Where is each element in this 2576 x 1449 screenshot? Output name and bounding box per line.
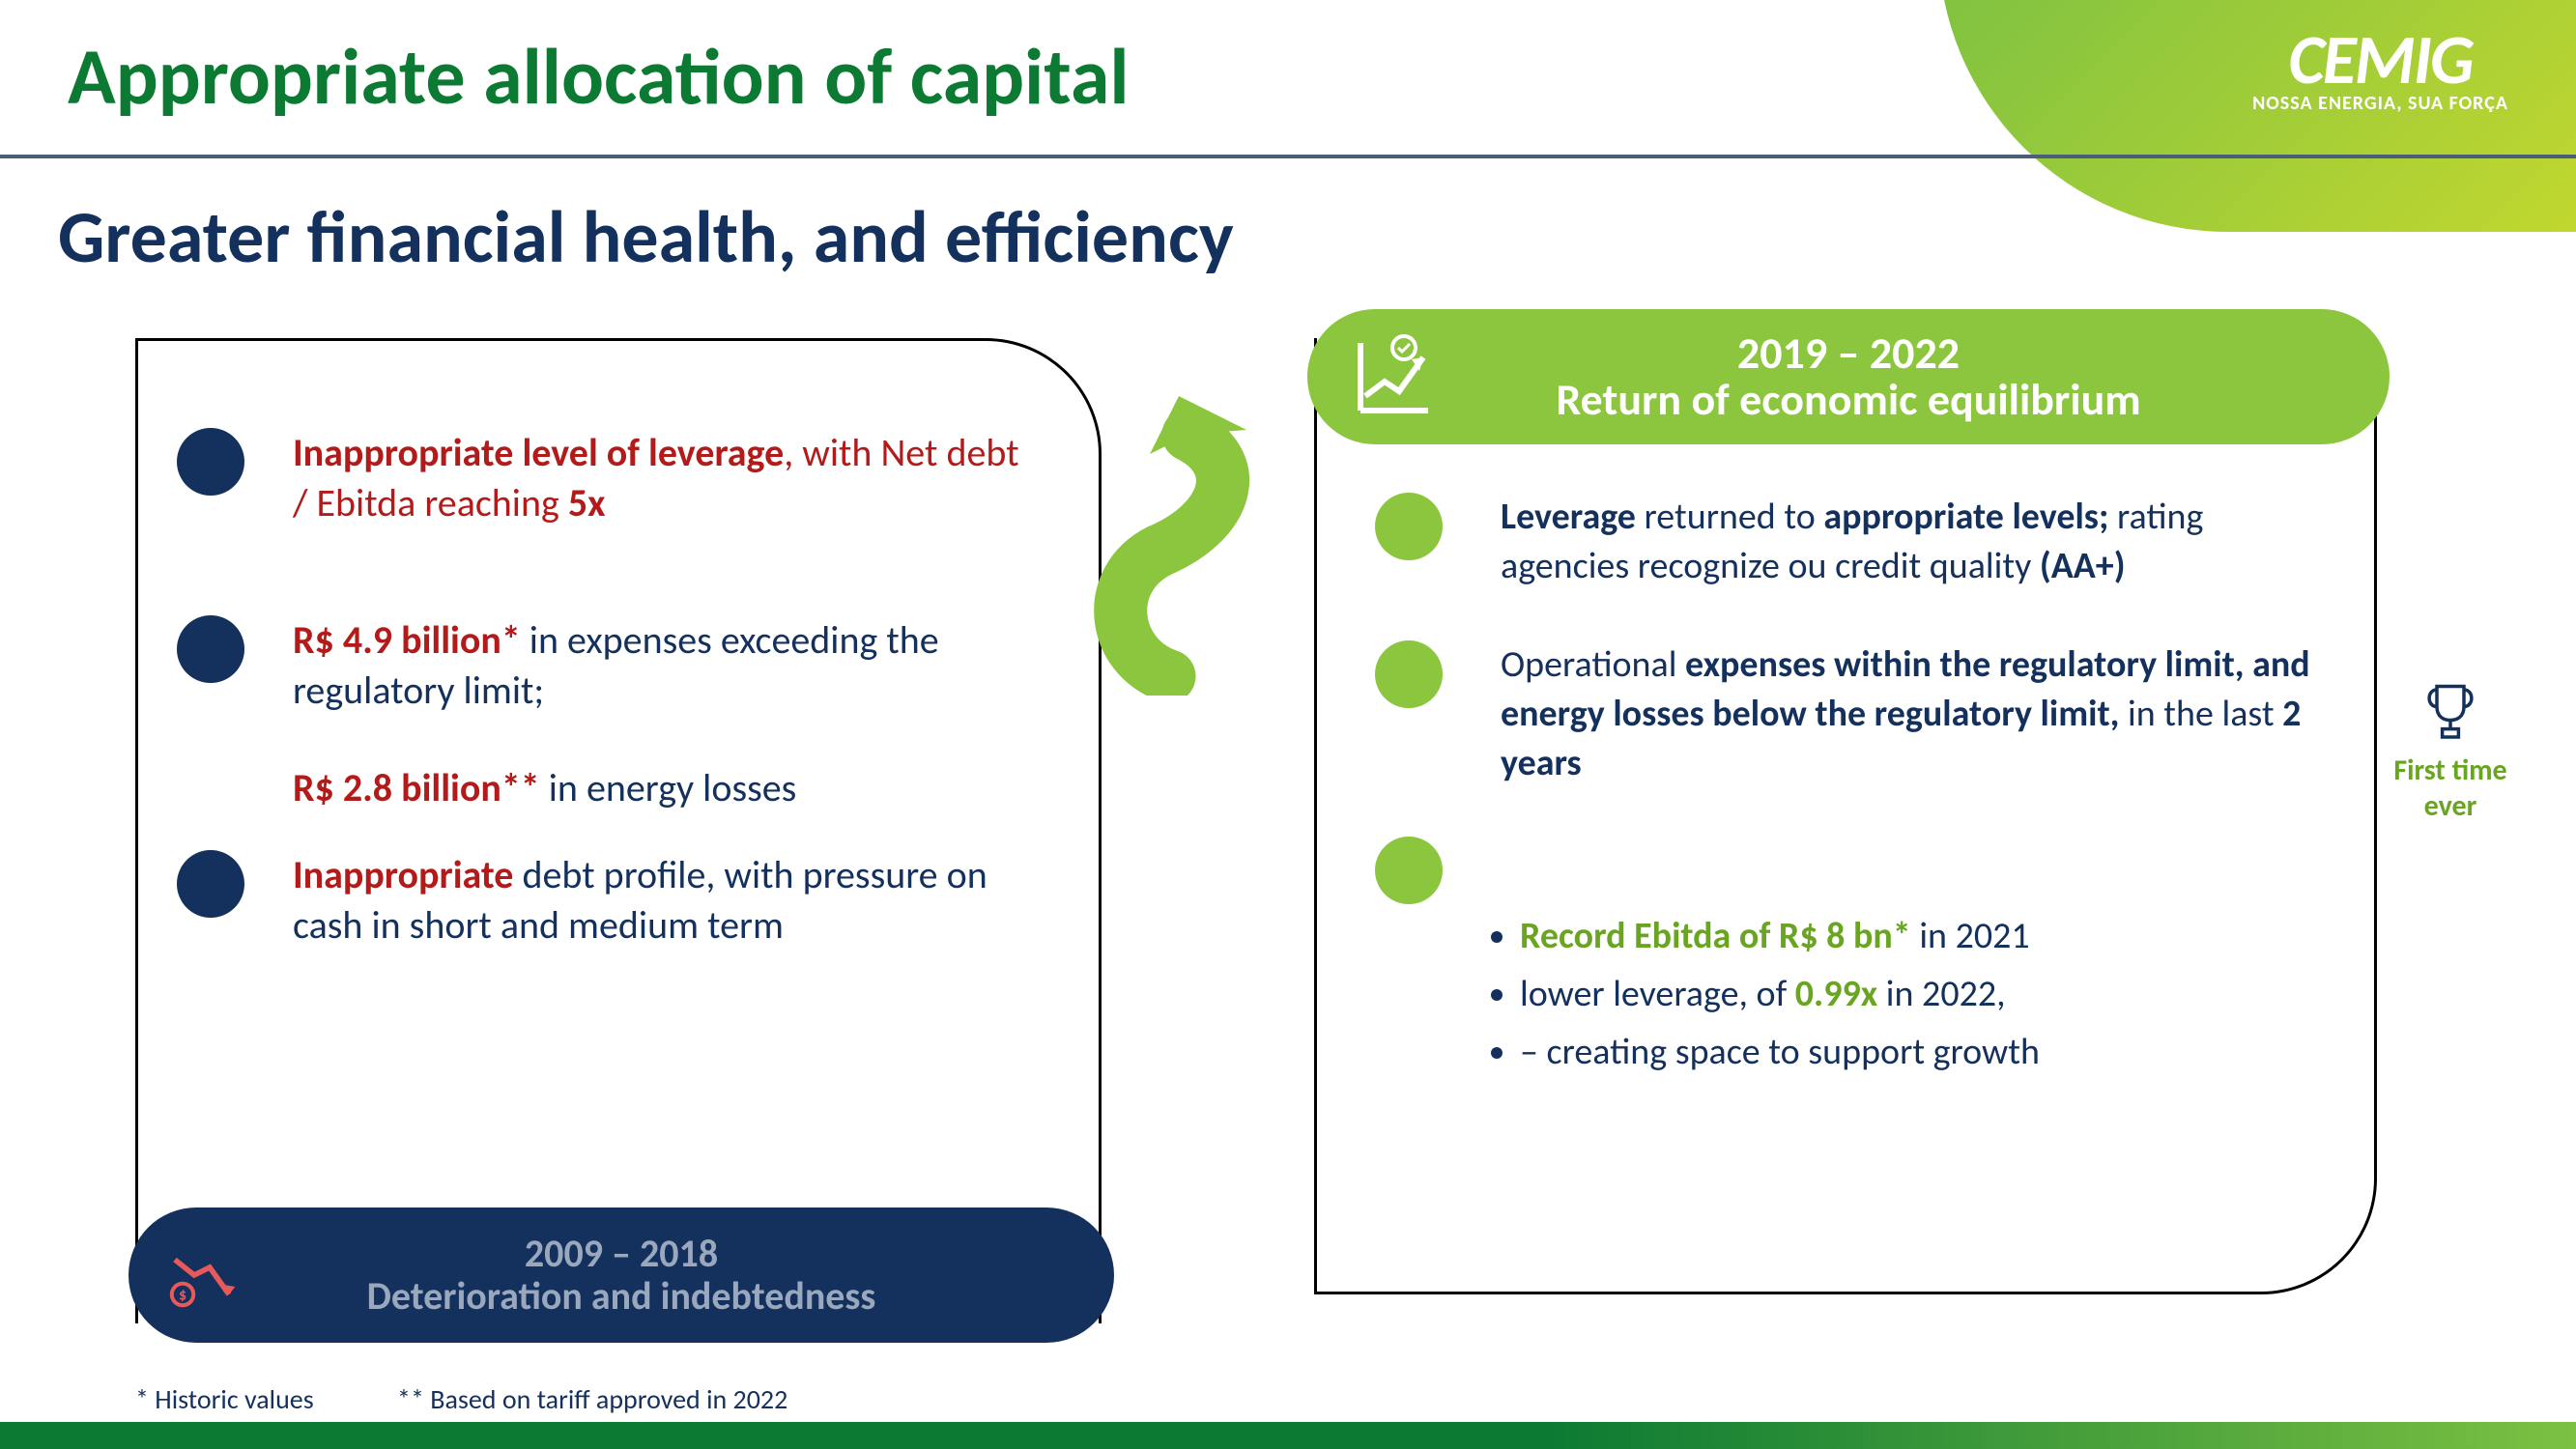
- page-title: Appropriate allocation of capital: [68, 29, 1129, 126]
- left-panel: Inappropriate level of leverage, with Ne…: [135, 338, 1102, 1323]
- right-bullet-2-text: Operational expenses within the regulato…: [1501, 640, 2316, 789]
- trophy-icon: [2417, 676, 2484, 744]
- right-banner-year: 2019 – 2022: [1737, 330, 1960, 377]
- left-bullet-1: Inappropriate level of leverage, with Ne…: [177, 428, 1041, 528]
- bottom-bar-decoration: [0, 1422, 2576, 1449]
- bullet-dot-icon: [177, 615, 244, 683]
- text-span: in the last: [2119, 692, 2282, 736]
- bullet-dot-icon: [177, 428, 244, 496]
- text-span: appropriate levels;: [1823, 495, 2108, 539]
- right-banner-label: Return of economic equilibrium: [1556, 377, 2140, 423]
- trophy-label: First time ever: [2373, 753, 2528, 824]
- text-span: 0.99x: [1795, 972, 1877, 1016]
- left-bullet-4: Inappropriate debt profile, with pressur…: [177, 850, 1041, 951]
- text-span: Record Ebitda of R$ 8 bn*: [1520, 914, 1911, 958]
- logo-text: CEMIG: [2252, 29, 2508, 92]
- page-subtitle: Greater financial health, and efficiency: [58, 193, 1234, 282]
- text-span: R$ 4.9 billion*: [293, 616, 521, 664]
- transition-arrow-icon: [1053, 386, 1285, 696]
- right-bullet-3: [1375, 837, 2316, 904]
- bullet-dot-icon: [1375, 837, 1443, 904]
- text-span: Inappropriate: [293, 851, 513, 898]
- text-span: R$ 2.8 billion**: [293, 764, 540, 811]
- logo-tagline: NOSSA ENERGIA, SUA FORÇA: [2252, 92, 2508, 115]
- sub-list-item-1: Record Ebitda of R$ 8 bn* in 2021: [1520, 914, 2316, 958]
- left-bullet-2-text: R$ 4.9 billion* in expenses exceeding th…: [293, 615, 1041, 716]
- right-bullet-1-text: Leverage returned to appropriate levels;…: [1501, 493, 2316, 592]
- bullet-dot-icon: [1375, 640, 1443, 708]
- rise-chart-icon: [1346, 328, 1443, 425]
- footnote-2: ** Based on tariff approved in 2022: [397, 1382, 787, 1416]
- sub-list-item-2: lower leverage, of 0.99x in 2022,: [1520, 972, 2316, 1016]
- right-period-banner: 2019 – 2022 Return of economic equilibri…: [1307, 309, 2390, 444]
- sub-list-item-3: – creating space to support growth: [1520, 1030, 2316, 1074]
- text-span: in 2021: [1911, 914, 2030, 958]
- right-panel: 2019 – 2022 Return of economic equilibri…: [1314, 338, 2377, 1294]
- text-span: lower: [1520, 972, 1613, 1016]
- text-span: Leverage: [1501, 495, 1636, 539]
- decline-chart-icon: $: [167, 1236, 244, 1314]
- text-span: of: [1748, 972, 1795, 1016]
- left-period-banner: $ 2009 – 2018 Deterioration and indebted…: [129, 1208, 1114, 1343]
- right-bullet-1: Leverage returned to appropriate levels;…: [1375, 493, 2316, 592]
- right-bullet-2: Operational expenses within the regulato…: [1375, 640, 2316, 789]
- left-bullet-4-text: Inappropriate debt profile, with pressur…: [293, 850, 1041, 951]
- left-banner-year: 2009 – 2018: [525, 1233, 718, 1275]
- right-sub-list: Record Ebitda of R$ 8 bn* in 2021 lower …: [1501, 914, 2316, 1074]
- left-banner-label: Deterioration and indebtedness: [367, 1275, 876, 1318]
- bullet-dot-icon: [1375, 493, 1443, 560]
- text-span: in 2022,: [1877, 972, 2005, 1016]
- left-bullet-3-text: R$ 2.8 billion** in energy losses: [293, 764, 1041, 811]
- text-span: returned to: [1636, 495, 1823, 539]
- bullet-dot-icon: [177, 850, 244, 918]
- title-underline: [0, 155, 2576, 158]
- cemig-logo: CEMIG NOSSA ENERGIA, SUA FORÇA: [2252, 29, 2508, 115]
- left-bullet-2: R$ 4.9 billion* in expenses exceeding th…: [177, 615, 1041, 716]
- left-bullet-1-text: Inappropriate level of leverage, with Ne…: [293, 428, 1041, 528]
- footnote-1: * Historic values: [135, 1382, 314, 1416]
- text-span: (AA+): [2040, 544, 2126, 588]
- svg-text:$: $: [179, 1287, 186, 1305]
- text-span: 5x: [568, 479, 606, 526]
- text-span: leverage,: [1613, 972, 1748, 1016]
- first-time-annotation: First time ever: [2373, 676, 2528, 824]
- text-span: Operational: [1501, 642, 1685, 687]
- text-span: in energy losses: [540, 764, 797, 811]
- text-span: Inappropriate level of leverage: [293, 429, 784, 476]
- footnotes: * Historic values ** Based on tariff app…: [135, 1382, 865, 1416]
